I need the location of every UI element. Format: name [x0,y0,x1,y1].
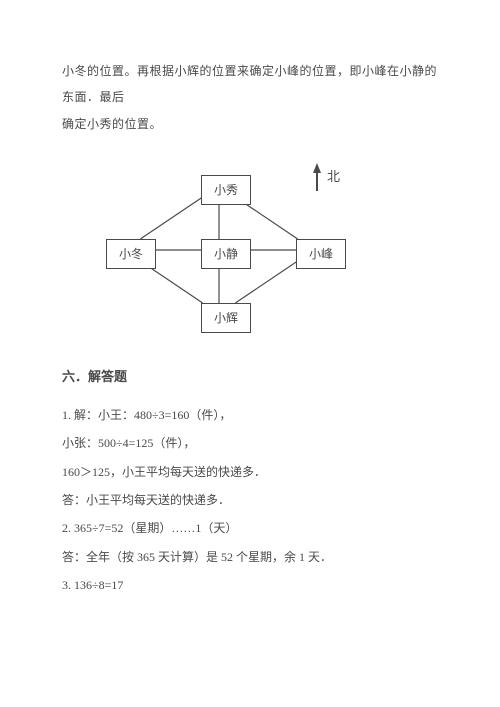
answer-line: 2. 365÷7=52（星期）……1（天） [62,515,438,541]
answer-line: 1. 解：小王：480÷3=160（件）， [62,402,438,428]
page: 小冬的位置。再根据小辉的位置来确定小峰的位置，即小峰在小静的东面．最后 确定小秀… [0,0,500,599]
node-xiaohui: 小辉 [201,303,251,333]
answer-line: 3. 136÷8=17 [62,572,438,598]
answer-line: 答：全年（按 365 天计算）是 52 个星期，余 1 天． [62,544,438,570]
answer-line: 小张：500÷4=125（件）， [62,430,438,456]
node-xiaoxiu: 小秀 [201,175,251,205]
intro-paragraph: 小冬的位置。再根据小辉的位置来确定小峰的位置，即小峰在小静的东面．最后 确定小秀… [62,58,438,137]
answer-line: 160＞125，小王平均每天送的快递多． [62,459,438,485]
intro-line-1: 小冬的位置。再根据小辉的位置来确定小峰的位置，即小峰在小静的东面．最后 [62,64,437,104]
answer-line: 答：小王平均每天送的快递多． [62,487,438,513]
node-xiaojing: 小静 [201,239,251,269]
intro-line-2: 确定小秀的位置。 [62,117,162,131]
answers-block: 1. 解：小王：480÷3=160（件），小张：500÷4=125（件）， 160… [62,402,438,599]
node-xiaodong: 小冬 [106,239,156,269]
position-diagram: 北 小秀 小冬 小静 小峰 小辉 [96,155,356,345]
section-title: 六．解答题 [62,363,438,392]
node-xiaofeng: 小峰 [296,239,346,269]
